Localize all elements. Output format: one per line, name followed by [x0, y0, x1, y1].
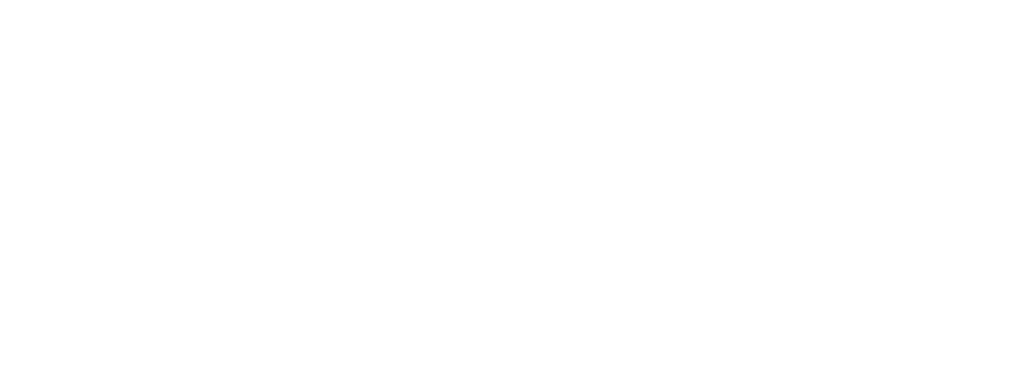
Bar — [74, 0, 989, 384]
